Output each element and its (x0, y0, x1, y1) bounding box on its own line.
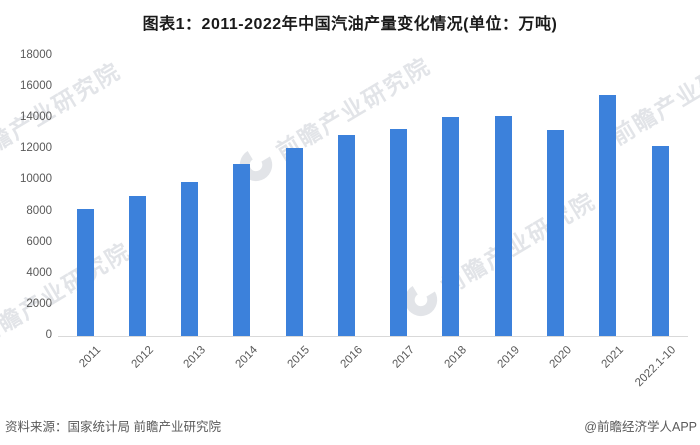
x-tick-label: 2017 (390, 344, 418, 371)
watermark-text: 前瞻产业研究院 (606, 37, 700, 150)
y-tick-label: 6000 (26, 235, 52, 248)
y-tick-label: 18000 (20, 49, 52, 61)
chart-footer: 资料来源：国家统计局 前瞻产业研究院 @前瞻经济学人APP (0, 416, 700, 436)
x-tick-label: 2018 (442, 344, 470, 371)
x-tick-label: 2012 (129, 344, 156, 371)
bar-2016 (337, 134, 355, 336)
y-tick-label: 10000 (20, 173, 52, 186)
x-tick-label: 2022.1-10 (633, 344, 679, 390)
x-tick-label: 2016 (338, 344, 365, 371)
watermark: 前瞻产业研究院 (604, 32, 700, 151)
x-tick-label: 2014 (233, 344, 261, 371)
bar-2022.1-10 (651, 146, 669, 336)
x-tick-label: 2015 (285, 344, 313, 371)
x-tick-label: 2020 (547, 344, 574, 371)
bar-2014 (233, 164, 251, 336)
credit-note: @前瞻经济学人APP (584, 420, 697, 434)
y-tick-label: 2000 (26, 297, 52, 310)
x-axis-line (58, 336, 688, 337)
bar-2015 (285, 147, 303, 336)
source-note: 资料来源：国家统计局 前瞻产业研究院 (5, 420, 221, 434)
y-tick-label: 16000 (20, 80, 52, 93)
y-tick-label: 12000 (20, 142, 52, 155)
x-tick-label: 2011 (77, 344, 104, 370)
bar-2013 (181, 182, 199, 336)
bar-2011 (76, 209, 94, 336)
x-tick-label: 2021 (599, 344, 627, 371)
y-tick-label: 4000 (26, 266, 52, 279)
bar-2012 (128, 196, 146, 336)
chart-title: 图表1：2011-2022年中国汽油产量变化情况(单位：万吨) (142, 16, 558, 33)
bar-2017 (390, 129, 408, 336)
bar-2019 (494, 115, 512, 336)
bar-2018 (442, 117, 460, 336)
bar-2021 (599, 94, 617, 336)
y-tick-label: 0 (45, 329, 52, 341)
x-tick-label: 2013 (181, 344, 209, 371)
y-tick-label: 8000 (26, 204, 52, 217)
x-tick-label: 2019 (495, 344, 522, 371)
y-tick-label: 14000 (20, 111, 52, 124)
bar-2020 (546, 129, 564, 336)
